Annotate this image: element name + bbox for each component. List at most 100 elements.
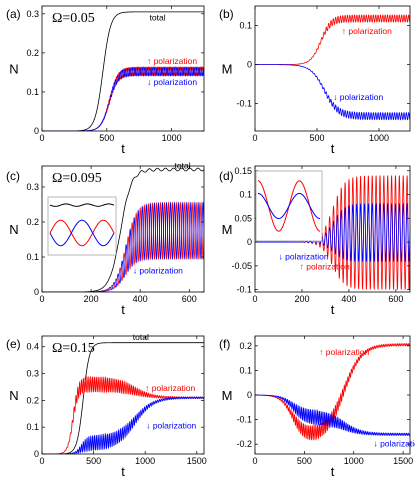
panel-e: 0 500 1000 1500 0 0.1 0.2 0.3 0.4 t N (e) Ω=0.15 tota… [6, 332, 207, 479]
panel-f: 0 500 1000 1500 -0.2 -0.1 0 0.1 0.2 t M (f) ↑ polari… [219, 335, 415, 479]
y-axis-label: N [9, 62, 18, 77]
axes-frame [41, 5, 205, 132]
x-tick-label: 0 [39, 456, 44, 466]
x-tick-label: 0 [252, 133, 257, 143]
panel-label: (b) [219, 7, 234, 21]
omega-label: Ω=0.15 [52, 341, 95, 356]
annotation-0: total [175, 160, 191, 170]
x-axis-label: t [331, 464, 335, 479]
x-axis-label: t [121, 141, 125, 156]
y-axis-label: M [222, 222, 233, 237]
y-tick-label: -0.1 [236, 415, 252, 425]
y-tick-label: 0.4 [26, 342, 39, 352]
y-tick-label: 0.2 [239, 341, 252, 351]
y-tick-label: 0.1 [239, 365, 252, 375]
inset [255, 170, 323, 242]
x-axis-label: t [331, 302, 335, 317]
panel-b: 0 500 1000 -0.1 0 0.1 t M (b) ↑ polarization ↓ pol… [219, 5, 411, 156]
panel-label: (a) [6, 7, 21, 21]
omega-label: Ω=0.05 [52, 11, 95, 26]
annotation-1: ↑ polarization [300, 262, 350, 272]
annotation-1: ↓ polarization [373, 439, 415, 449]
annotation-0: total [150, 12, 166, 22]
x-tick-label: 1500 [393, 456, 413, 466]
x-axis-label: t [331, 141, 335, 156]
x-tick-label: 0 [252, 294, 257, 304]
y-tick-label: -0.05 [231, 261, 252, 271]
y-tick-label: 0 [34, 449, 39, 459]
annotation-1: ↑ polarization [147, 56, 197, 66]
y-tick-label: 0 [34, 287, 39, 297]
axes-frame [254, 5, 411, 132]
series-line-2 [42, 66, 204, 131]
annotation-0: total [133, 332, 149, 342]
panel-label: (f) [219, 337, 230, 351]
y-tick-label: 0.3 [26, 369, 39, 379]
annotation-0: ↓ polarization [278, 252, 328, 262]
series-line-1 [42, 66, 204, 131]
annotation-0: ↑ polarization [342, 26, 392, 36]
x-tick-label: 0 [39, 133, 44, 143]
omega-label: Ω=0.095 [52, 171, 102, 186]
y-tick-label: 0.1 [26, 252, 39, 262]
x-axis-label: t [121, 302, 125, 317]
inset-up-line [49, 219, 115, 247]
inset-down-line [257, 192, 321, 220]
panel-d: 0 200 400 600 -0.1 -0.05 0 0.05 0.1 0.15 t M (d) ↓ po… [219, 165, 411, 317]
y-axis-label: N [9, 388, 18, 403]
series-line-0 [42, 342, 204, 454]
y-tick-label: 0.05 [234, 213, 252, 223]
x-axis-label: t [121, 464, 125, 479]
panel-c: 0 200 400 600 0 0.1 0.2 0.3 t N (c) Ω=0.095 total ↓ p… [6, 160, 205, 317]
y-tick-label: 0 [247, 390, 252, 400]
y-tick-label: 0.3 [26, 9, 39, 19]
annotation-0: ↑ polarization [319, 347, 369, 357]
x-tick-label: 1000 [135, 456, 155, 466]
y-tick-label: 0.2 [26, 48, 39, 58]
y-tick-label: 0 [247, 60, 252, 70]
x-tick-label: 600 [388, 294, 403, 304]
y-tick-label: 0.1 [239, 190, 252, 200]
series-line-1 [255, 64, 410, 121]
annotation-2: ↓ polarization [146, 421, 196, 431]
x-tick-label: 500 [297, 456, 312, 466]
axes-frame [41, 165, 205, 293]
x-tick-label: 0 [39, 294, 44, 304]
x-tick-label: 600 [182, 294, 197, 304]
y-tick-label: 0.2 [26, 395, 39, 405]
annotation-2: ↓ polarization [147, 77, 197, 87]
y-tick-label: 0.2 [26, 217, 39, 227]
panel-label: (c) [6, 169, 20, 183]
x-tick-label: 1500 [187, 456, 207, 466]
panel-label: (d) [219, 169, 234, 183]
series-line-1 [255, 202, 410, 263]
y-axis-label: N [9, 222, 18, 237]
y-tick-label: 0.1 [26, 422, 39, 432]
panel-label: (e) [6, 337, 21, 351]
x-tick-label: 500 [86, 456, 101, 466]
x-tick-label: 400 [133, 294, 148, 304]
y-tick-label: -0.1 [236, 285, 252, 295]
inset-total-line [49, 203, 115, 207]
x-tick-label: 1000 [344, 456, 364, 466]
x-tick-label: 500 [309, 133, 324, 143]
axes-frame [41, 335, 205, 455]
annotation-1: ↓ polarization [133, 265, 183, 275]
y-tick-label: 0.3 [26, 182, 39, 192]
annotation-1: ↑ polarization [145, 383, 195, 393]
x-tick-label: 1000 [162, 133, 182, 143]
axes-frame [254, 165, 411, 293]
x-tick-label: 0 [252, 456, 257, 466]
x-tick-label: 400 [341, 294, 356, 304]
y-tick-label: 0.15 [234, 166, 252, 176]
y-axis-label: M [222, 388, 233, 403]
inset [47, 196, 117, 256]
x-tick-label: 200 [294, 294, 309, 304]
inset-down-line [49, 219, 115, 247]
y-tick-label: -0.2 [236, 439, 252, 449]
y-tick-label: -0.1 [236, 99, 252, 109]
y-tick-label: 0 [247, 237, 252, 247]
y-tick-label: 0 [34, 126, 39, 136]
y-tick-label: 0.1 [239, 21, 252, 31]
series-line-0 [255, 14, 410, 65]
